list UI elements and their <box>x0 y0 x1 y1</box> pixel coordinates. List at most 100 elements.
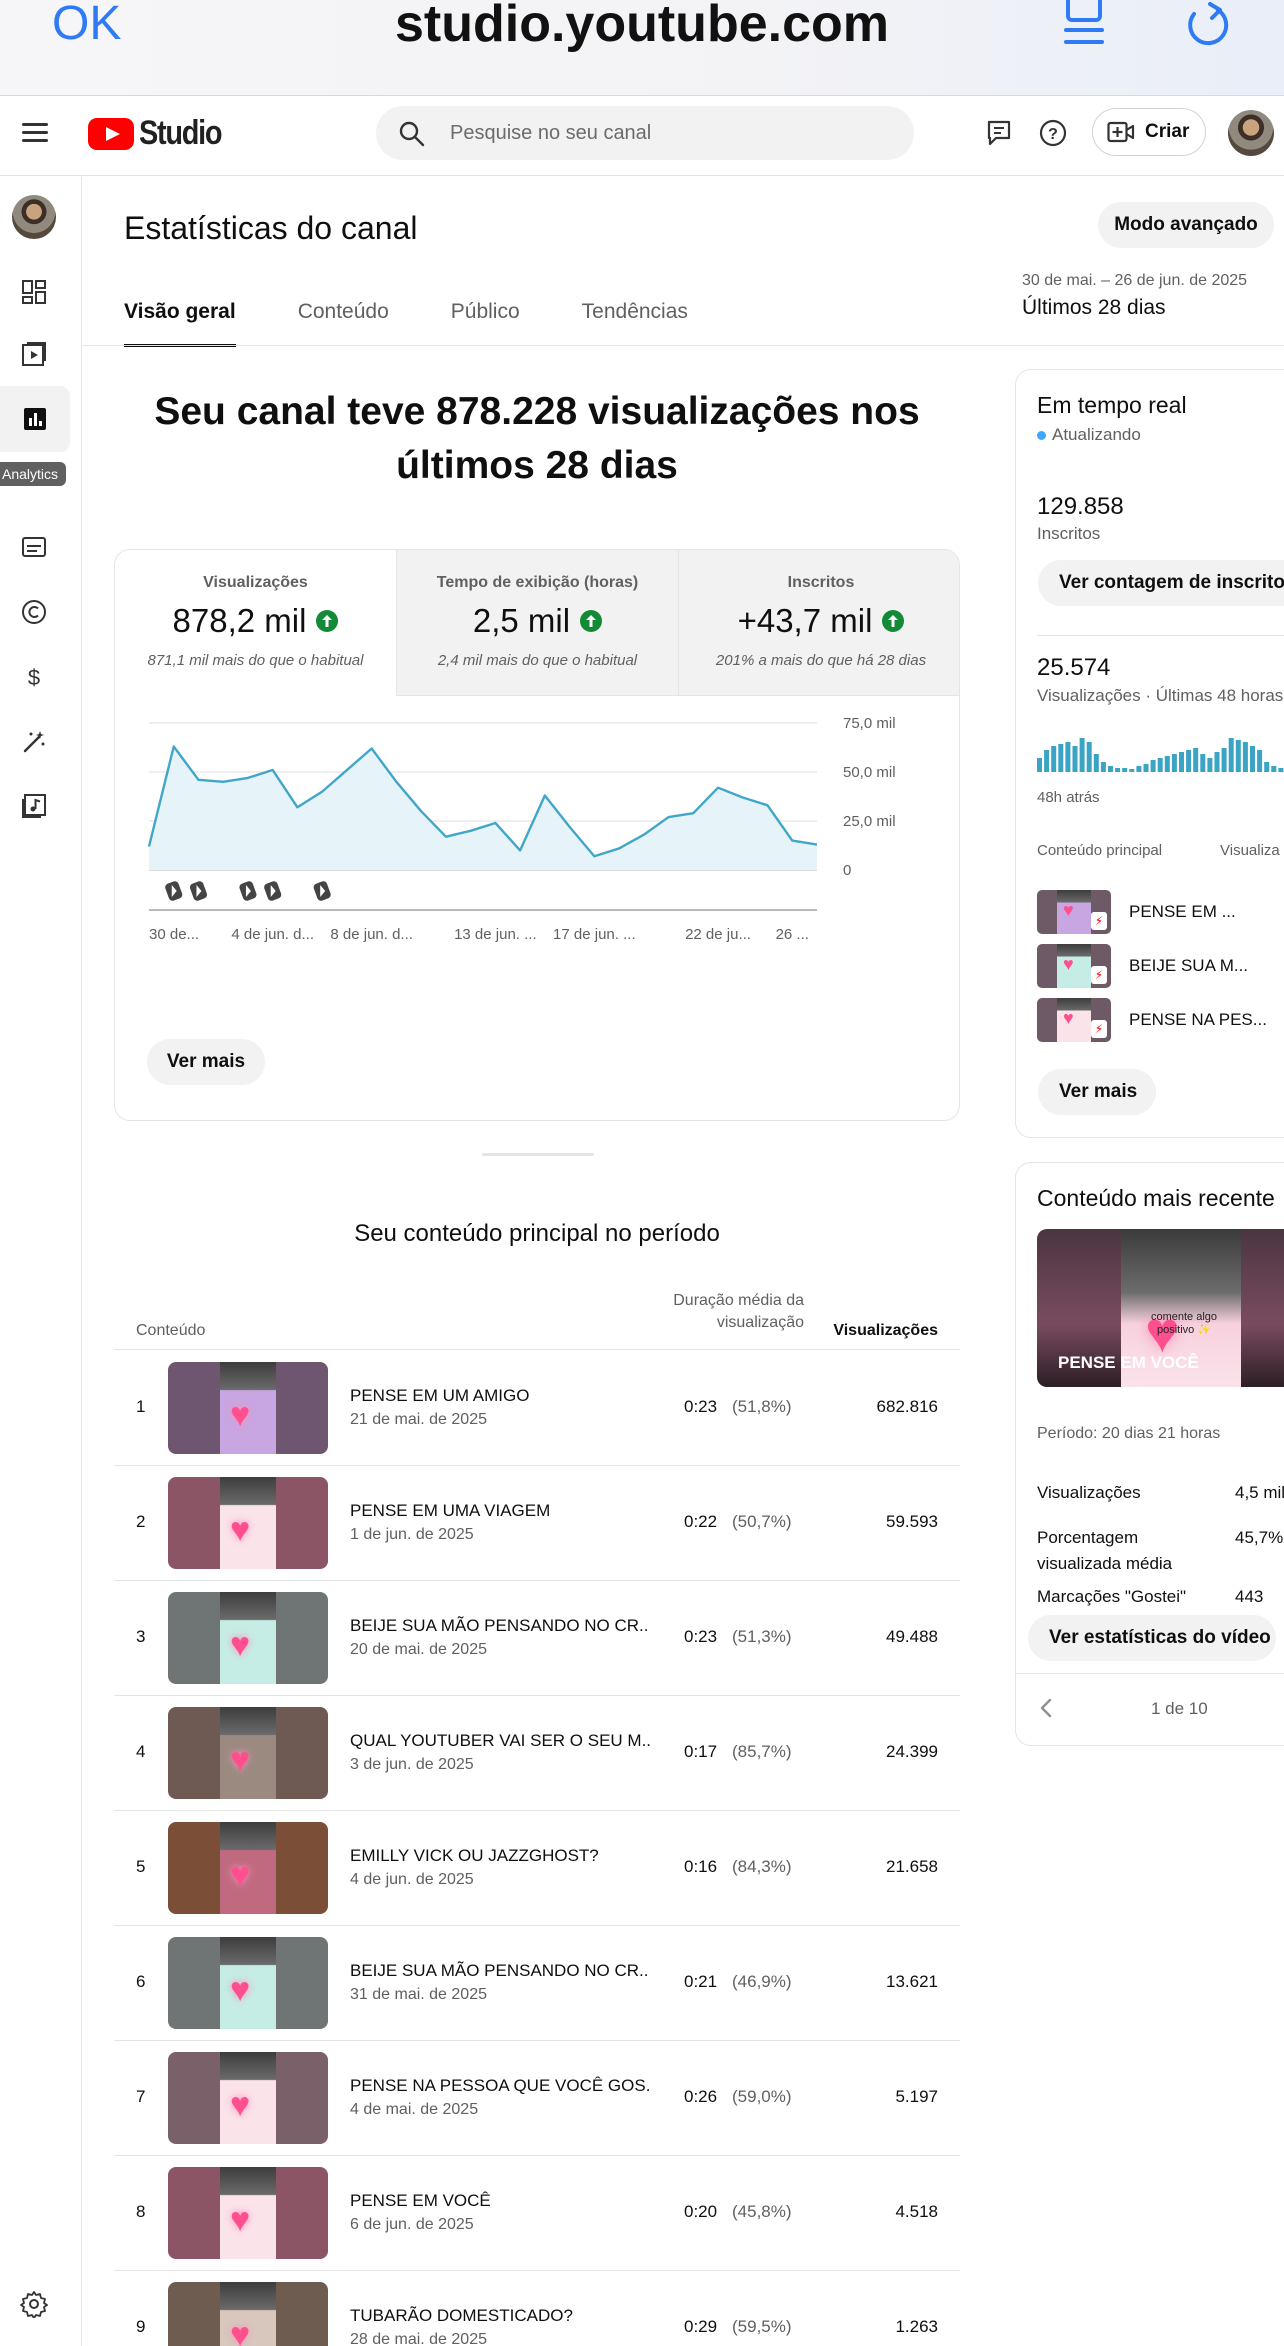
video-views: 682.816 <box>876 1397 938 1416</box>
video-title[interactable]: PENSE EM VOCÊ <box>350 2191 491 2210</box>
date-period-selector[interactable]: Últimos 28 dias <box>1022 296 1166 319</box>
metric-subscribers[interactable]: Inscritos +43,7 mil 201% a mais do que h… <box>679 550 959 696</box>
shorts-marker-icon[interactable] <box>238 880 257 902</box>
video-stats-button[interactable]: Ver estatísticas do vídeo <box>1028 1615 1276 1661</box>
video-date: 4 de jun. de 2025 <box>350 1871 474 1888</box>
table-row[interactable]: 6 ♥ BEIJE SUA MÃO PENSANDO NO CR... 31 de m… <box>114 1926 960 2041</box>
video-thumbnail: ♥ ⚡ <box>1037 998 1111 1042</box>
rail-audio-library[interactable] <box>14 786 54 826</box>
video-title[interactable]: EMILLY VICK OU JAZZGHOST? <box>350 1846 599 1865</box>
shorts-marker-icon[interactable] <box>313 880 332 902</box>
table-row[interactable]: 4 ♥ QUAL YOUTUBER VAI SER O SEU M... 3 de j… <box>114 1696 960 1811</box>
x-tick-label: 8 de jun. d... <box>330 926 413 943</box>
video-title[interactable]: PENSE EM UM AMIGO <box>350 1386 530 1405</box>
rail-settings[interactable] <box>14 2284 54 2324</box>
browser-url[interactable]: studio.youtube.com <box>395 0 889 53</box>
table-row[interactable]: 3 ♥ BEIJE SUA MÃO PENSANDO NO CR... 20 de m… <box>114 1581 960 1696</box>
studio-logo[interactable]: Studio <box>88 114 236 153</box>
shorts-icon: ⚡ <box>1091 912 1107 930</box>
video-thumbnail[interactable]: ♥ <box>168 1477 328 1569</box>
latest-video-thumbnail[interactable]: ♥ comente algo positivo ✨ PENSE EM VOCÊ <box>1037 1229 1284 1387</box>
video-title[interactable]: BEIJE SUA MÃO PENSANDO NO CR... <box>350 1961 650 1980</box>
video-title[interactable]: TUBARÃO DOMESTICADO? <box>350 2306 573 2325</box>
col-views[interactable]: Visualizações <box>833 1322 938 1339</box>
table-row[interactable]: 8 ♥ PENSE EM VOCÊ 6 de jun. de 2025 0:20 (45,… <box>114 2156 960 2271</box>
channel-avatar[interactable] <box>12 195 56 239</box>
hero-line-1: Seu canal teve 878.228 visualizações nos <box>154 390 920 433</box>
video-thumbnail: ♥ ⚡ <box>1037 944 1111 988</box>
heart-icon: ♥ <box>1063 954 1074 974</box>
table-row[interactable]: 1 ♥ PENSE EM UM AMIGO 21 de mai. de 2025 0:2… <box>114 1351 960 1466</box>
date-range[interactable]: 30 de mai. – 26 de jun. de 2025 <box>1022 272 1248 289</box>
realtime-card: Em tempo real Atualizando 129.858 Inscri… <box>1015 369 1284 1138</box>
video-thumbnail[interactable]: ♥ <box>168 2282 328 2346</box>
video-thumbnail[interactable]: ♥ <box>168 2052 328 2144</box>
tab-overview[interactable]: Visão geral <box>124 300 236 347</box>
tab-trends[interactable]: Tendências <box>581 300 688 323</box>
video-thumbnail[interactable]: ♥ <box>168 2167 328 2259</box>
video-title[interactable]: PENSE EM UMA VIAGEM <box>350 1501 551 1520</box>
metric-watch-time[interactable]: Tempo de exibição (horas) 2,5 mil 2,4 mi… <box>397 550 679 696</box>
metric-note: 201% a mais do que há 28 dias <box>715 652 927 669</box>
create-button[interactable]: Criar <box>1092 108 1206 156</box>
svg-text:$: $ <box>28 665 40 690</box>
latest-stat-likes: Marcações "Gostei" 443 <box>1037 1587 1284 1607</box>
x-tick-label: 4 de jun. d... <box>231 926 314 943</box>
video-title[interactable]: BEIJE SUA MÃO PENSANDO NO CR... <box>350 1616 650 1635</box>
table-row[interactable]: 7 ♥ PENSE NA PESSOA QUE VOCÊ GOS... 4 de ma… <box>114 2041 960 2156</box>
metric-views[interactable]: Visualizações 878,2 mil 871,1 mil mais d… <box>115 550 397 696</box>
table-row[interactable]: 5 ♥ EMILLY VICK OU JAZZGHOST? 4 de jun. de … <box>114 1811 960 1926</box>
views-chart-svg: 0 25,0 mil 50,0 mil 75,0 mil 30 de... 4 de ju… <box>147 715 896 943</box>
realtime-list-item[interactable]: ♥⚡BEIJE SUA M...3 <box>1037 944 1284 988</box>
avg-duration: 0:21 <box>684 1972 718 1991</box>
rail-customization[interactable] <box>14 722 54 762</box>
feedback-icon[interactable] <box>984 118 1014 148</box>
reload-icon[interactable] <box>1180 0 1232 52</box>
rail-dashboard[interactable] <box>14 272 54 312</box>
see-more-button[interactable]: Ver mais <box>147 1039 265 1085</box>
shorts-marker-icon[interactable] <box>164 880 183 902</box>
rail-analytics[interactable] <box>0 386 70 452</box>
realtime-bar <box>1044 750 1050 772</box>
account-avatar[interactable] <box>1228 110 1274 156</box>
rail-copyright[interactable] <box>14 592 54 632</box>
realtime-list-item[interactable]: ♥ ⚡ PENSE NA PES... <box>1037 998 1284 1042</box>
gear-icon <box>20 2291 48 2318</box>
video-title[interactable]: QUAL YOUTUBER VAI SER O SEU M... <box>350 1731 650 1750</box>
col-avg-duration[interactable]: Duração média da visualização <box>634 1290 804 1334</box>
rail-subtitles[interactable] <box>14 527 54 567</box>
browser-ok-button[interactable]: OK <box>52 0 122 50</box>
realtime-bar <box>1079 738 1085 772</box>
shorts-marker-icon[interactable] <box>189 880 208 902</box>
video-thumbnail[interactable]: ♥ <box>168 1362 328 1454</box>
table-row[interactable]: 2 ♥ PENSE EM UMA VIAGEM 1 de jun. de 2025 0:… <box>114 1466 960 1581</box>
help-icon[interactable]: ? <box>1038 118 1068 148</box>
menu-icon[interactable] <box>22 118 52 148</box>
advanced-mode-button[interactable]: Modo avançado <box>1098 202 1274 248</box>
video-title[interactable]: PENSE NA PESSOA QUE VOCÊ GOS... <box>350 2076 650 2095</box>
shorts-marker-icon[interactable] <box>263 880 282 902</box>
realtime-see-more-button[interactable]: Ver mais <box>1038 1069 1156 1115</box>
realtime-list-item[interactable]: ♥⚡PENSE EM ...20 <box>1037 890 1284 934</box>
search-bar[interactable] <box>376 106 914 160</box>
realtime-bar <box>1164 756 1170 772</box>
subscriber-count-button[interactable]: Ver contagem de inscritos <box>1038 560 1284 606</box>
chevron-left-icon[interactable] <box>1037 1697 1055 1719</box>
tab-content[interactable]: Conteúdo <box>297 300 389 323</box>
table-row[interactable]: 9 ♥ TUBARÃO DOMESTICADO? 28 de mai. de 2025… <box>114 2271 960 2346</box>
tabs: Visão geral Conteúdo Público Tendências <box>124 300 750 347</box>
search-input[interactable] <box>450 118 890 148</box>
heart-icon: ♥ <box>230 1511 251 1549</box>
avg-duration: 0:17 <box>684 1742 718 1761</box>
copyright-icon <box>22 600 46 624</box>
video-thumbnail[interactable]: ♥ <box>168 1592 328 1684</box>
rail-earn[interactable]: $ <box>14 657 54 697</box>
rail-content[interactable] <box>14 334 54 374</box>
video-thumbnail[interactable]: ♥ <box>168 1822 328 1914</box>
tabs-icon[interactable] <box>1058 0 1110 52</box>
video-thumbnail[interactable]: ♥ <box>168 1707 328 1799</box>
y-tick-label: 50,0 mil <box>843 764 896 781</box>
views-area <box>149 746 817 870</box>
tab-audience[interactable]: Público <box>450 300 520 323</box>
video-thumbnail[interactable]: ♥ <box>168 1937 328 2029</box>
